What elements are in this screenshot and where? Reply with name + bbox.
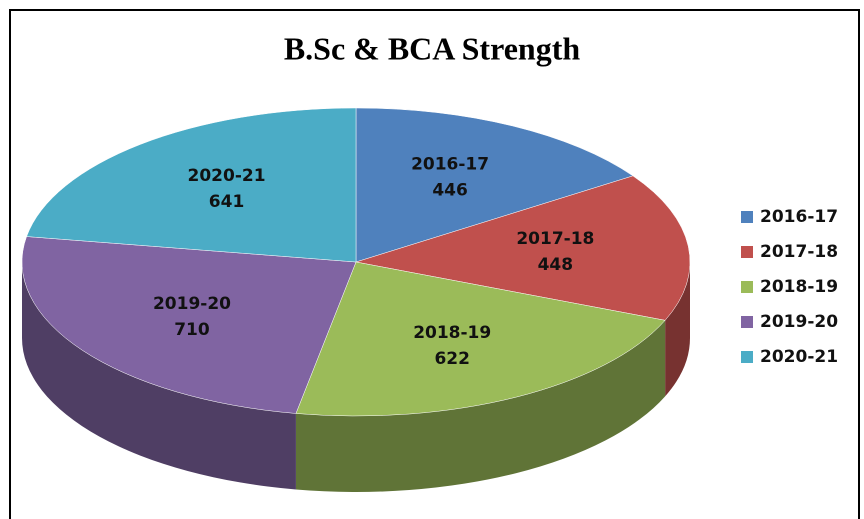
pie-slice <box>355 175 691 321</box>
pie-slice <box>26 107 357 263</box>
pie-slice <box>295 261 666 417</box>
legend-label: 2018-19 <box>760 277 838 297</box>
data-label-category: 2020-21 <box>188 166 266 186</box>
data-label-value: 448 <box>538 255 574 275</box>
legend-swatch <box>741 316 753 328</box>
pie-slice-side <box>295 320 666 493</box>
legend-swatch <box>741 281 753 293</box>
legend-swatch <box>741 351 753 363</box>
legend-label: 2020-21 <box>760 347 838 367</box>
pie-slice-side <box>665 262 690 397</box>
pie-slice <box>355 107 634 263</box>
data-label-category: 2017-18 <box>516 229 594 249</box>
pie-slice <box>21 236 357 414</box>
legend-swatch <box>741 211 753 223</box>
chart-title: B.Sc & BCA Strength <box>284 30 581 66</box>
data-label-value: 622 <box>434 349 470 369</box>
data-label-category: 2019-20 <box>153 294 231 314</box>
pie-slice-side <box>22 262 296 490</box>
data-label-value: 710 <box>174 320 210 340</box>
data-label-value: 641 <box>209 192 245 212</box>
pie-tops <box>21 107 691 417</box>
legend-label: 2017-18 <box>760 242 838 262</box>
legend-swatch <box>741 246 753 258</box>
pie-sides <box>22 262 690 493</box>
legend-label: 2016-17 <box>760 207 838 227</box>
data-label-category: 2016-17 <box>411 155 489 175</box>
legend-label: 2019-20 <box>760 312 838 332</box>
data-label-category: 2018-19 <box>413 323 491 343</box>
data-label-value: 446 <box>432 181 468 201</box>
